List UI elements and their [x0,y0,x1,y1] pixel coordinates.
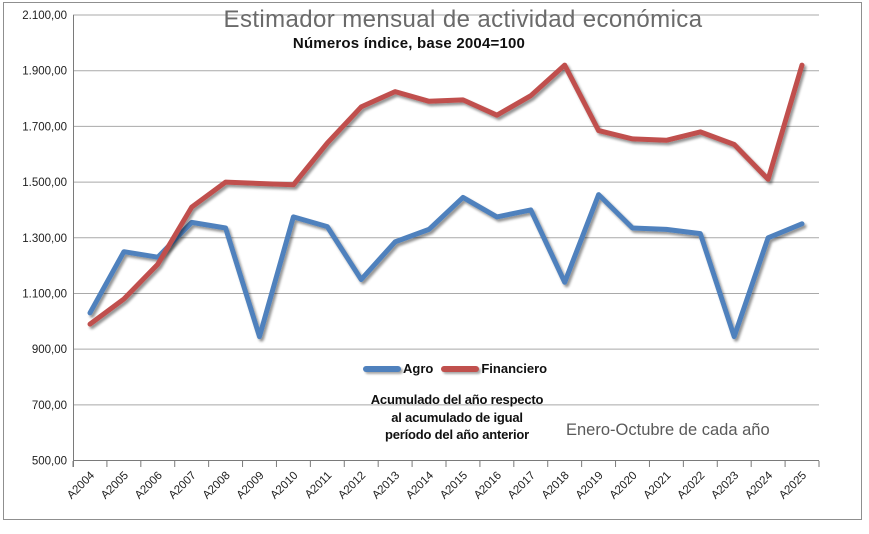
x-axis-label: A2023 [709,470,741,502]
x-axis-label: A2011 [303,470,334,501]
x-axis-label: A2008 [201,470,233,502]
legend-label-financiero: Financiero [481,361,548,376]
x-axis-label: A2020 [608,470,640,502]
x-axis-label: A2019 [574,470,606,502]
legend-swatch-financiero [441,365,480,372]
x-axis-label: A2012 [336,470,368,502]
x-axis-label: A2021 [642,470,674,502]
method-annotation-line1: Acumulado del año respecto [370,392,544,407]
chart-border [3,2,862,520]
series-financiero-line [87,62,805,327]
legend-label-agro: Agro [403,361,434,376]
chart-legend: Agro Financiero [363,360,547,377]
x-axis-label: A2007 [167,470,199,502]
method-annotation-line2: al acumulado de igual [391,409,523,425]
y-axis-label: 1.300,00 [22,233,67,245]
y-axis-label: 1.900,00 [22,66,67,78]
x-axis-label: A2025 [777,470,809,502]
legend-swatch-agro [363,365,401,372]
x-axis-label: A2018 [540,470,572,502]
y-axis-label: 500,00 [32,456,67,468]
x-axis-label: A2006 [133,470,165,502]
x-axis-label: A2004 [65,469,97,501]
y-axis-label: 1.700,00 [22,121,67,133]
y-axis-label: 1.100,00 [22,288,67,300]
legend-item-financiero: Financiero [441,361,547,376]
method-annotation: Acumulado del año respecto al acumulado … [350,391,564,444]
x-axis-label: A2022 [675,470,707,502]
chart-subtitle: Números índice, base 2004=100 [292,35,526,52]
y-axis-label: 1.500,00 [22,177,67,189]
x-axis-label: A2014 [404,469,436,501]
x-axis-label: A2010 [269,470,301,502]
method-annotation-line3: período del año anterior [385,427,529,442]
x-axis-label: A2005 [99,470,131,502]
series-agro-line [87,192,805,340]
y-axis-label: 900,00 [32,344,67,356]
chart-title: Estimador mensual de actividad económica [223,6,703,33]
period-annotation: Enero-Octubre de cada año [566,421,770,439]
x-axis-label: A2017 [506,470,538,502]
x-axis-label: A2013 [370,470,402,502]
y-axis-label: 2.100,00 [22,10,67,22]
legend-item-agro: Agro [363,361,433,376]
x-axis-label: A2016 [472,470,504,502]
x-axis-label: A2015 [438,470,470,502]
x-axis-label: A2024 [743,469,775,501]
y-axis-label: 700,00 [32,400,67,412]
x-axis-label: A2009 [235,470,267,502]
